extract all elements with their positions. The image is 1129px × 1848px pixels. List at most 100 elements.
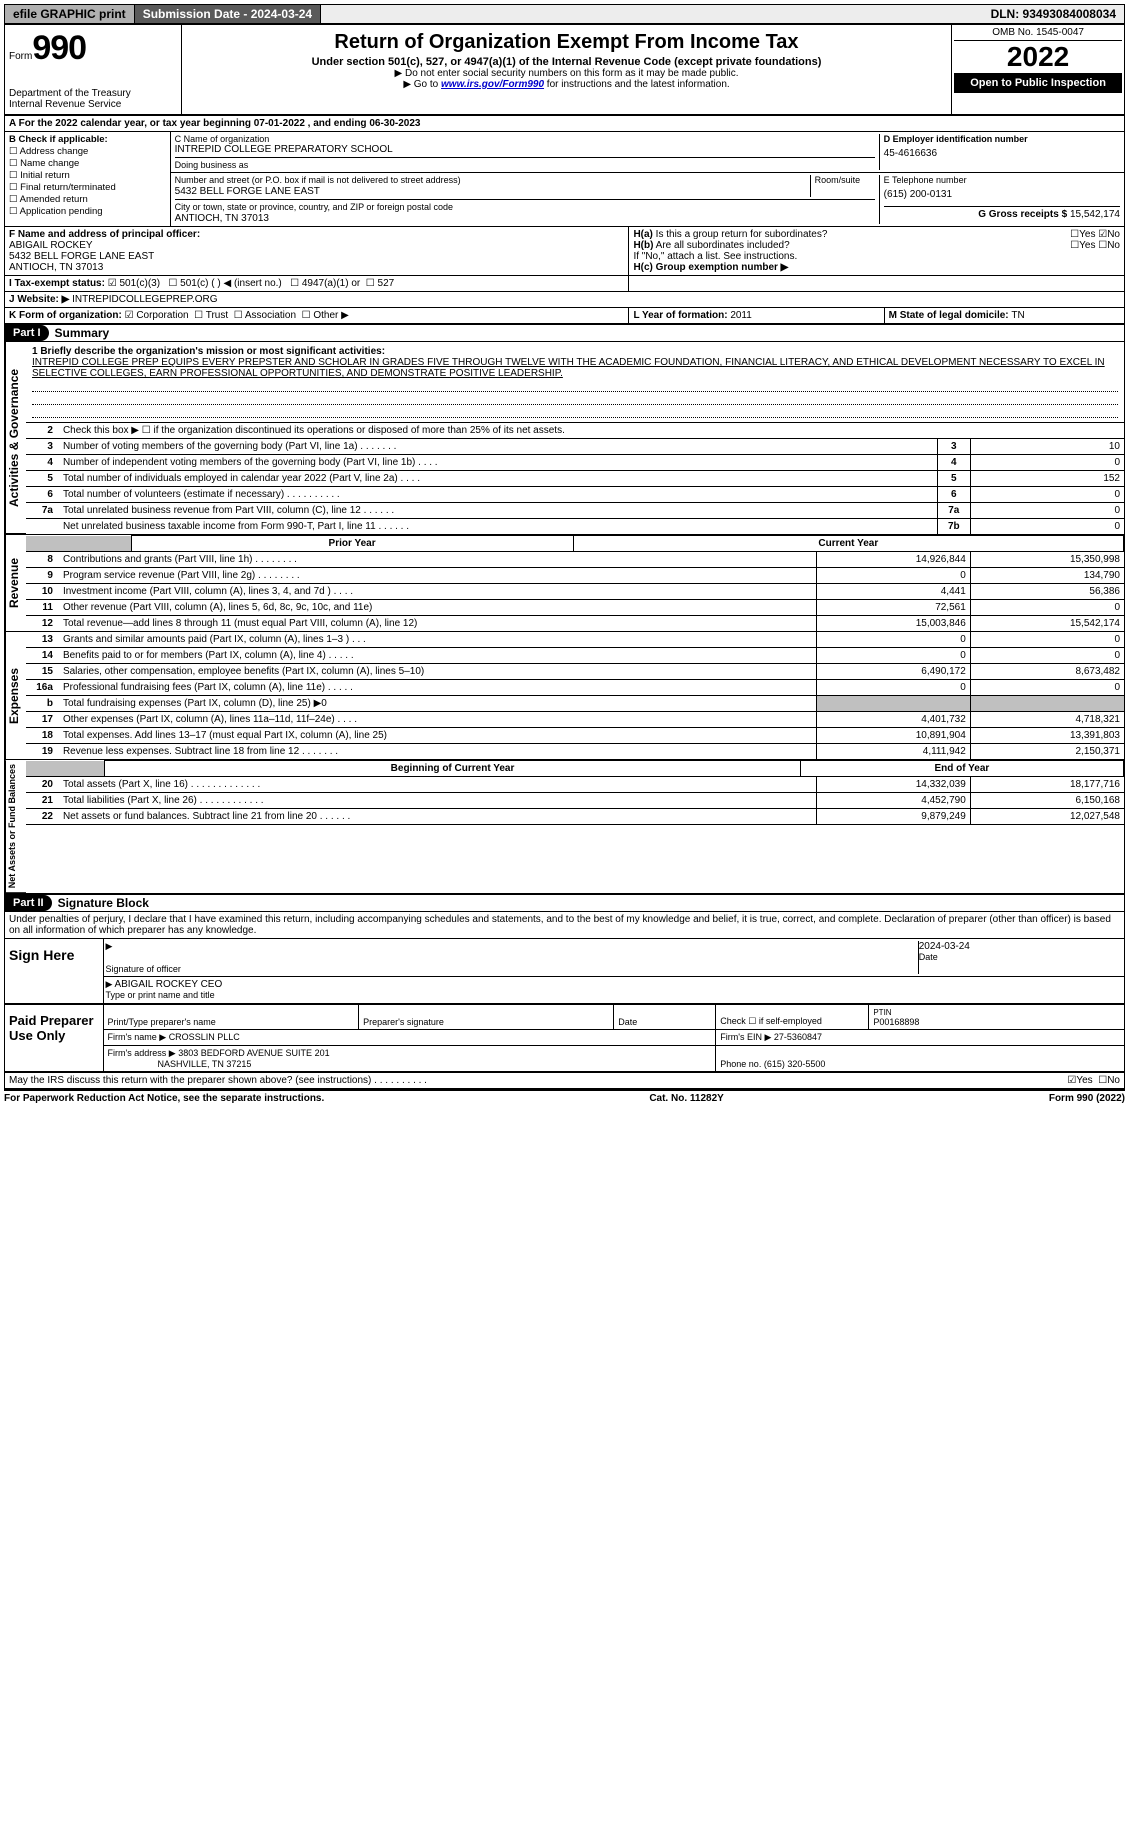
line-14-num: 14	[26, 648, 59, 664]
cb-application-pending[interactable]: ☐ Application pending	[9, 206, 166, 217]
line-17-text: Other expenses (Part IX, column (A), lin…	[59, 712, 817, 728]
line-b-num: b	[26, 696, 59, 712]
part-i-header: Part I Summary	[5, 325, 1124, 342]
cb-trust[interactable]: ☐ Trust	[194, 310, 228, 321]
row-a-tax-year: A For the 2022 calendar year, or tax yea…	[5, 116, 1124, 132]
line-16a-text: Professional fundraising fees (Part IX, …	[59, 680, 817, 696]
footer-paperwork: For Paperwork Reduction Act Notice, see …	[4, 1093, 324, 1104]
line-7a-val: 0	[970, 503, 1124, 519]
line-b-text: Total fundraising expenses (Part IX, col…	[59, 696, 817, 712]
submission-date-button[interactable]: Submission Date - 2024-03-24	[135, 5, 321, 23]
paid-preparer-section: Paid Preparer Use Only Print/Type prepar…	[5, 1005, 1124, 1073]
line-19-text: Revenue less expenses. Subtract line 18 …	[59, 744, 817, 760]
firm-addr2: NASHVILLE, TN 37215	[158, 1059, 252, 1069]
cb-name-change[interactable]: ☐ Name change	[9, 158, 166, 169]
phone-value: (615) 200-0131	[884, 185, 1120, 200]
form-number: 990	[32, 29, 86, 67]
dba-label: Doing business as	[175, 157, 875, 170]
cb-address-change[interactable]: ☐ Address change	[9, 146, 166, 157]
line-12-prior: 15,003,846	[817, 616, 971, 632]
cb-other[interactable]: ☐ Other ▶	[302, 310, 349, 321]
firm-ein: 27-5360847	[774, 1032, 822, 1042]
cb-4947[interactable]: ☐ 4947(a)(1) or	[290, 278, 360, 289]
line-16a-prior: 0	[817, 680, 971, 696]
cb-501c[interactable]: ☐ 501(c) ( ) ◀ (insert no.)	[168, 278, 281, 289]
room-suite-label: Room/suite	[810, 175, 875, 197]
efile-button[interactable]: efile GRAPHIC print	[5, 5, 135, 23]
mission-text: INTREPID COLLEGE PREP EQUIPS EVERY PREPS…	[32, 357, 1105, 379]
officer-addr1: 5432 BELL FORGE LANE EAST	[9, 251, 154, 262]
website-value: INTREPIDCOLLEGEPREP.ORG	[72, 294, 217, 305]
line-12-num: 12	[26, 616, 59, 632]
line-4-num: 4	[26, 455, 59, 471]
preparer-sig-label: Preparer's signature	[359, 1005, 614, 1030]
dln-label: DLN: 93493084008034	[983, 5, 1124, 23]
cb-amended-return[interactable]: ☐ Amended return	[9, 194, 166, 205]
form-subtitle: Under section 501(c), 527, or 4947(a)(1)…	[186, 56, 947, 68]
end-year-header: End of Year	[800, 761, 1123, 777]
line-11-prior: 72,561	[817, 600, 971, 616]
box-b-title: B Check if applicable:	[9, 134, 108, 145]
line-7a-text: Total unrelated business revenue from Pa…	[59, 503, 937, 519]
org-name: INTREPID COLLEGE PREPARATORY SCHOOL	[175, 144, 875, 155]
omb-number: OMB No. 1545-0047	[954, 27, 1122, 41]
line-2: Check this box ▶ ☐ if the organization d…	[59, 423, 1124, 439]
addr-label: Number and street (or P.O. box if mail i…	[175, 175, 461, 185]
line-11-num: 11	[26, 600, 59, 616]
line-8-prior: 14,926,844	[817, 552, 971, 568]
city-value: ANTIOCH, TN 37013	[175, 213, 875, 224]
line-8-current: 15,350,998	[970, 552, 1124, 568]
year-formation-label: L Year of formation:	[633, 310, 730, 321]
firm-addr-label: Firm's address ▶	[108, 1048, 176, 1058]
line-17-prior: 4,401,732	[817, 712, 971, 728]
line-b-prior	[817, 696, 971, 712]
line-20-current: 18,177,716	[970, 777, 1124, 793]
line-21-num: 21	[26, 793, 59, 809]
irs-label: Internal Revenue Service	[9, 99, 177, 110]
line-13-prior: 0	[817, 632, 971, 648]
line-20-prior: 14,332,039	[817, 777, 971, 793]
line-11-text: Other revenue (Part VIII, column (A), li…	[59, 600, 817, 616]
discuss-question: May the IRS discuss this return with the…	[5, 1073, 1063, 1088]
ha-yes-no[interactable]: ☐Yes ☑No	[1070, 229, 1120, 240]
line-7b-text: Net unrelated business taxable income fr…	[59, 519, 937, 535]
line-3-num: 3	[26, 439, 59, 455]
line-6-val: 0	[970, 487, 1124, 503]
current-year-header: Current Year	[573, 536, 1123, 552]
header-right: OMB No. 1545-0047 2022 Open to Public In…	[951, 25, 1124, 114]
irs-gov-link[interactable]: www.irs.gov/Form990	[441, 79, 544, 90]
box-b: B Check if applicable: ☐ Address change …	[5, 132, 171, 226]
phone-label: E Telephone number	[884, 175, 1120, 185]
line-19-current: 2,150,371	[970, 744, 1124, 760]
line-16a-current: 0	[970, 680, 1124, 696]
cb-association[interactable]: ☐ Association	[234, 310, 296, 321]
cb-527[interactable]: ☐ 527	[366, 278, 394, 289]
line-18-current: 13,391,803	[970, 728, 1124, 744]
begin-year-header: Beginning of Current Year	[105, 761, 800, 777]
line-21-current: 6,150,168	[970, 793, 1124, 809]
cb-initial-return[interactable]: ☐ Initial return	[9, 170, 166, 181]
line-22-num: 22	[26, 809, 59, 825]
note2-prefix: ▶ Go to	[403, 79, 441, 90]
discuss-yes-no[interactable]: ☑Yes ☐No	[1063, 1073, 1124, 1088]
line-14-text: Benefits paid to or for members (Part IX…	[59, 648, 817, 664]
line-20-num: 20	[26, 777, 59, 793]
line-18-text: Total expenses. Add lines 13–17 (must eq…	[59, 728, 817, 744]
box-f: F Name and address of principal officer:…	[5, 227, 629, 275]
cb-final-return[interactable]: ☐ Final return/terminated	[9, 182, 166, 193]
preparer-name-label: Print/Type preparer's name	[104, 1005, 359, 1030]
form-title: Return of Organization Exempt From Incom…	[186, 31, 947, 54]
header-left: Form990 Department of the Treasury Inter…	[5, 25, 182, 114]
cb-501c3[interactable]: ☑ 501(c)(3)	[108, 278, 160, 289]
hb-yes-no[interactable]: ☐Yes ☐No	[1070, 240, 1120, 251]
line-15-current: 8,673,482	[970, 664, 1124, 680]
line-7a-num: 7a	[26, 503, 59, 519]
line-17-num: 17	[26, 712, 59, 728]
state-domicile-value: TN	[1011, 310, 1024, 321]
sig-date: 2024-03-24	[919, 941, 970, 952]
self-employed-label[interactable]: Check ☐ if self-employed	[716, 1005, 869, 1030]
row-f-h: F Name and address of principal officer:…	[5, 227, 1124, 276]
cb-corporation[interactable]: ☑ Corporation	[125, 310, 189, 321]
line-12-current: 15,542,174	[970, 616, 1124, 632]
line-22-prior: 9,879,249	[817, 809, 971, 825]
